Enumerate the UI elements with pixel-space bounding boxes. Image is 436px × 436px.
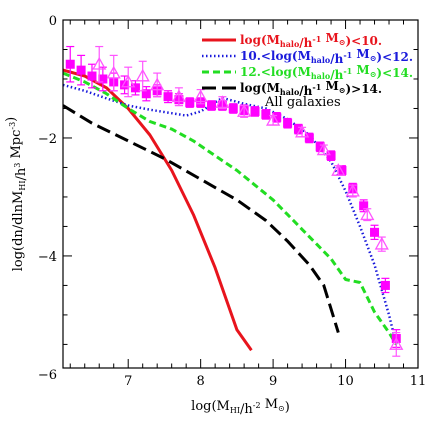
- x-tick-label: 9: [269, 374, 277, 389]
- data-point-triangle: [106, 65, 121, 79]
- data-point-square: [98, 74, 108, 84]
- data-point-square: [304, 133, 314, 143]
- data-point-square: [141, 89, 151, 99]
- x-tick-label: 8: [197, 374, 205, 389]
- legend-label-1: log(Mhalo/h-1 M⊙)<10.: [240, 31, 382, 50]
- data-point-triangle: [215, 95, 230, 109]
- y-tick-label: −2: [38, 132, 57, 147]
- data-point-square: [87, 71, 97, 81]
- y-tick-label: 0: [49, 14, 57, 29]
- plot-area: [63, 45, 404, 357]
- data-point-triangle: [389, 337, 404, 350]
- data-point-square: [370, 227, 380, 237]
- x-tick-label: 10: [337, 374, 354, 389]
- data-point-square: [163, 92, 173, 102]
- data-point-triangle: [360, 207, 375, 221]
- x-tick-label: 7: [124, 374, 132, 389]
- data-point-square: [326, 151, 336, 161]
- series-line-4: [63, 104, 340, 334]
- plot-frame: [62, 19, 419, 369]
- data-point-square: [250, 106, 260, 116]
- x-axis-title: log(MHI/h-2 M⊙): [191, 397, 290, 417]
- data-point-square: [130, 83, 140, 93]
- data-point-square: [293, 124, 303, 134]
- series-line-1: [63, 68, 253, 352]
- data-point-square: [207, 101, 217, 111]
- legend-label-2: 10.<log(Mhalo/h-1 M⊙)<12.: [240, 47, 413, 66]
- data-point-triangle: [345, 183, 360, 197]
- data-point-square: [120, 80, 130, 90]
- data-point-triangle: [150, 77, 165, 91]
- data-point-square: [315, 142, 325, 152]
- data-point-triangle: [92, 56, 107, 70]
- data-point-square: [228, 103, 238, 113]
- data-point-square: [272, 112, 282, 122]
- data-point-square: [261, 109, 271, 119]
- data-point-triangle: [265, 112, 281, 126]
- data-point-triangle: [237, 104, 252, 117]
- x-tick-label: 11: [410, 374, 427, 389]
- legend-label-4: log(Mhalo/h-1 M⊙)>14.: [240, 79, 382, 98]
- data-point-triangle: [171, 89, 187, 103]
- data-point-triangle: [316, 142, 331, 156]
- data-point-square: [76, 65, 86, 75]
- y-tick-label: −6: [38, 368, 57, 383]
- y-tick-label: −4: [38, 250, 57, 265]
- series-line-2: [63, 83, 398, 345]
- data-point-triangle: [193, 89, 208, 103]
- data-point-square: [380, 280, 390, 290]
- legend: log(Mhalo/h-1 M⊙)<10.10.<log(Mhalo/h-1 M…: [202, 31, 413, 110]
- data-point-square: [185, 98, 195, 108]
- data-point-triangle: [135, 68, 150, 82]
- data-point-square: [359, 201, 369, 211]
- data-point-triangle: [331, 163, 346, 176]
- all-galaxies-label: All galaxies: [264, 95, 341, 110]
- data-point-triangle: [294, 124, 310, 138]
- series-line-3: [63, 71, 398, 346]
- data-point-square: [283, 118, 293, 128]
- data-point-triangle: [374, 236, 389, 250]
- legend-label-3: 12.<log(Mhalo/h-1 M⊙)<14.: [240, 63, 413, 82]
- data-point-triangle: [121, 74, 136, 88]
- axes: 7 8 9 10 11 0 −2 −4 −6 log(MHI/h-2 M⊙) log(dn/dlnM…: [4, 14, 426, 417]
- y-axis-title: log(dn/dlnMHI/h3 Mpc-3): [4, 117, 29, 272]
- data-point-square: [65, 59, 75, 69]
